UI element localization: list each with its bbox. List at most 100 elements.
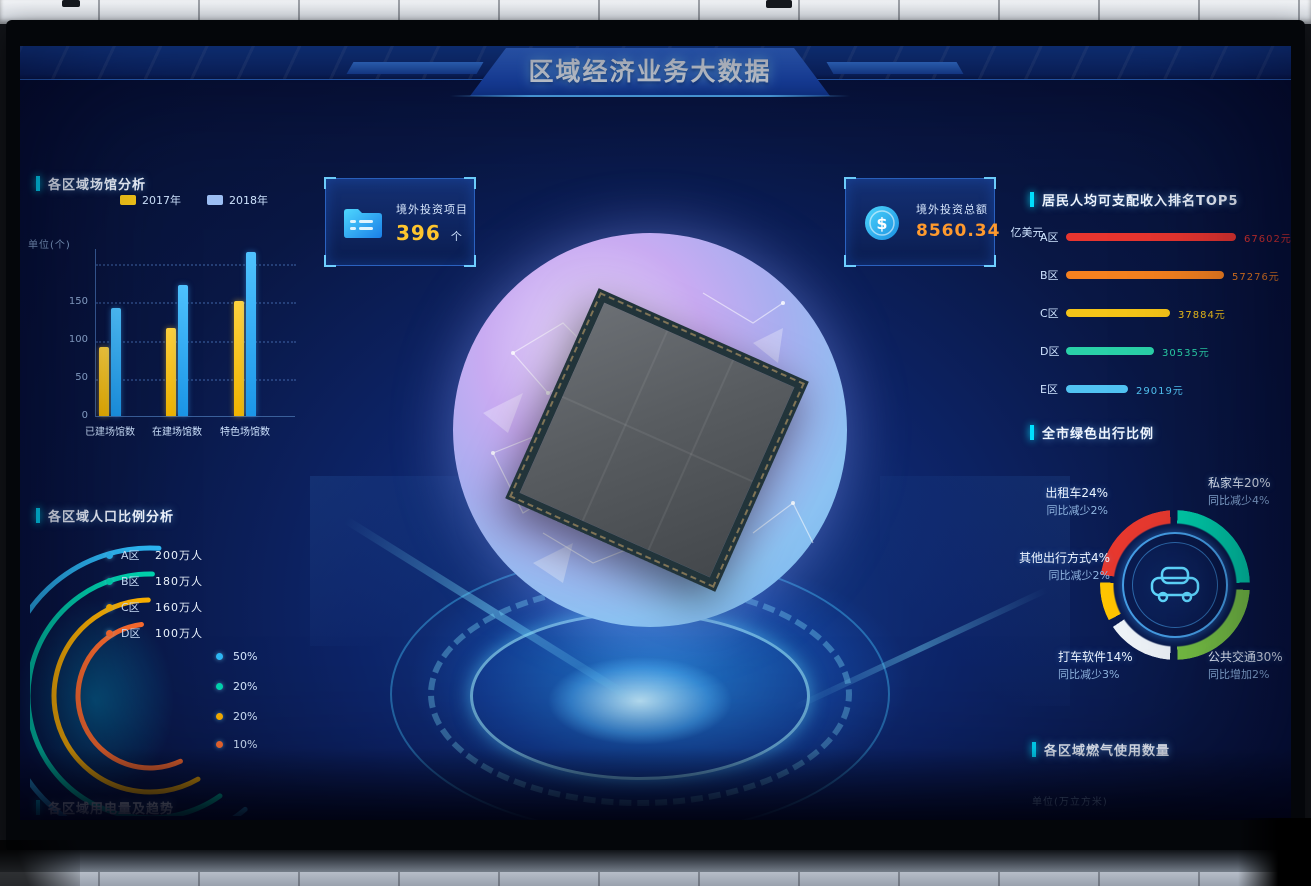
section-header-income: 居民人均可支配收入排名TOP5 <box>1030 190 1239 209</box>
gridline <box>96 302 296 304</box>
region-label: B区 <box>1040 269 1059 282</box>
section-title: 各区域人口比例分析 <box>48 510 175 525</box>
series-dot <box>106 603 113 611</box>
region-label: A区 <box>1040 231 1059 244</box>
income-bar <box>1066 233 1236 241</box>
series-dot <box>106 629 113 637</box>
region-label: C区 <box>1040 307 1059 320</box>
donut-inner-ring <box>1122 532 1228 638</box>
shadow-left <box>0 840 80 886</box>
section-title: 各区域场馆分析 <box>48 178 147 193</box>
population-pct-row: 20% <box>216 710 257 723</box>
pct-label: 20% <box>233 680 258 693</box>
corner-bracket <box>844 177 856 189</box>
section-title: 全市绿色出行比例 <box>1042 427 1155 442</box>
corner-bracket <box>324 255 336 267</box>
accent-bar <box>36 508 40 523</box>
svg-text:$: $ <box>876 214 887 233</box>
region-value: 200万人 <box>155 549 203 562</box>
income-value: 37884元 <box>1178 309 1226 321</box>
series-dot <box>106 577 113 585</box>
tv-bezel: 区域经济业务大数据 各区域场馆分析 2017年 2018年 单位(个) 150 <box>6 20 1305 852</box>
population-pct-row: 20% <box>216 680 257 693</box>
legend-label: 2017年 <box>142 194 181 207</box>
category-label: 已建场馆数 <box>85 427 135 438</box>
section-title: 居民人均可支配收入排名TOP5 <box>1042 194 1239 209</box>
accent-bar <box>1030 192 1034 207</box>
venues-unit-label: 单位(个) <box>28 240 71 251</box>
card-value-row: 8560.34 亿美元 <box>916 221 1044 241</box>
shadow-right <box>1238 818 1311 886</box>
income-bar <box>1066 309 1170 317</box>
segment-sub: 同比减少4% <box>1208 494 1270 507</box>
venues-legend: 2017年 2018年 <box>120 192 268 208</box>
legend-label: 2018年 <box>229 194 268 207</box>
region-label: C区 <box>121 601 140 614</box>
segment-label: 打车软件14% <box>1058 650 1133 664</box>
card-overseas-projects: 境外投资项目 396 个 <box>324 177 476 267</box>
population-row-d: D区 100万人 <box>106 627 203 640</box>
series-dot <box>106 551 113 559</box>
constellation-lines <box>483 292 814 583</box>
y-tick: 100 <box>68 334 88 345</box>
travel-label-other: 其他出行方式4% 同比减少2% <box>992 549 1110 585</box>
bar-2017-g2 <box>166 328 176 416</box>
bar-2018-g1 <box>111 308 121 416</box>
segment-label: 公共交通30% <box>1208 650 1283 664</box>
y-tick: 50 <box>75 372 88 383</box>
bar-2018-g3 <box>246 252 256 416</box>
segment-sub: 同比增加2% <box>1208 668 1270 681</box>
section-header-venues: 各区域场馆分析 <box>36 174 146 193</box>
bar-2017-g1 <box>99 347 109 416</box>
region-value: 100万人 <box>155 627 203 640</box>
income-value: 29019元 <box>1136 385 1184 397</box>
income-value: 30535元 <box>1162 347 1210 359</box>
region-value: 180万人 <box>155 575 203 588</box>
corner-bracket <box>464 177 476 189</box>
legend-item-2017: 2017年 <box>120 192 181 208</box>
pct-label: 10% <box>233 738 258 751</box>
card-value: 8560.34 <box>916 221 1001 241</box>
income-bar <box>1066 347 1154 355</box>
series-dot <box>216 683 223 690</box>
wall-mark <box>62 0 80 7</box>
gridline <box>96 341 296 343</box>
bar-2017-g3 <box>234 301 244 416</box>
corner-bracket <box>984 177 996 189</box>
income-row-d: D区 30535元 <box>1040 344 1280 359</box>
corner-bracket <box>844 255 856 267</box>
accent-bar <box>36 176 40 191</box>
bottom-fade <box>20 748 1291 820</box>
population-row-b: B区 180万人 <box>106 575 203 588</box>
y-tick: 0 <box>81 410 88 421</box>
segment-label: 其他出行方式4% <box>1018 551 1110 565</box>
tile-seams <box>0 872 1311 886</box>
region-label: B区 <box>121 575 140 588</box>
category-label: 特色场馆数 <box>220 427 270 438</box>
travel-label-public-transit: 公共交通30% 同比增加2% <box>1208 648 1291 684</box>
series-dot <box>216 713 223 720</box>
income-row-b: B区 57276元 <box>1040 268 1280 283</box>
wall-mark <box>766 0 792 8</box>
population-pct-row: 10% <box>216 738 257 751</box>
card-value: 396 <box>396 221 441 245</box>
corner-bracket <box>984 255 996 267</box>
card-unit: 亿美元 <box>1010 226 1044 239</box>
segment-label: 私家车20% <box>1208 476 1271 490</box>
pct-label: 20% <box>233 710 258 723</box>
segment-sub: 同比减少2% <box>1046 504 1108 517</box>
gridline <box>96 264 296 266</box>
income-row-a: A区 67602元 <box>1040 230 1291 245</box>
venues-bar-chart: 已建场馆数 在建场馆数 特色场馆数 <box>85 249 296 438</box>
travel-label-ride-hailing: 打车软件14% 同比减少3% <box>1058 648 1178 684</box>
pct-label: 50% <box>233 650 258 663</box>
travel-label-taxi: 出租车24% 同比减少2% <box>988 484 1108 520</box>
region-label: D区 <box>1040 345 1060 358</box>
legend-swatch <box>207 195 223 205</box>
screen-vignette <box>20 46 1291 820</box>
corner-bracket <box>464 255 476 267</box>
region-label: D区 <box>121 627 141 640</box>
income-bar <box>1066 385 1128 393</box>
wall-tiles-bottom <box>0 872 1311 886</box>
